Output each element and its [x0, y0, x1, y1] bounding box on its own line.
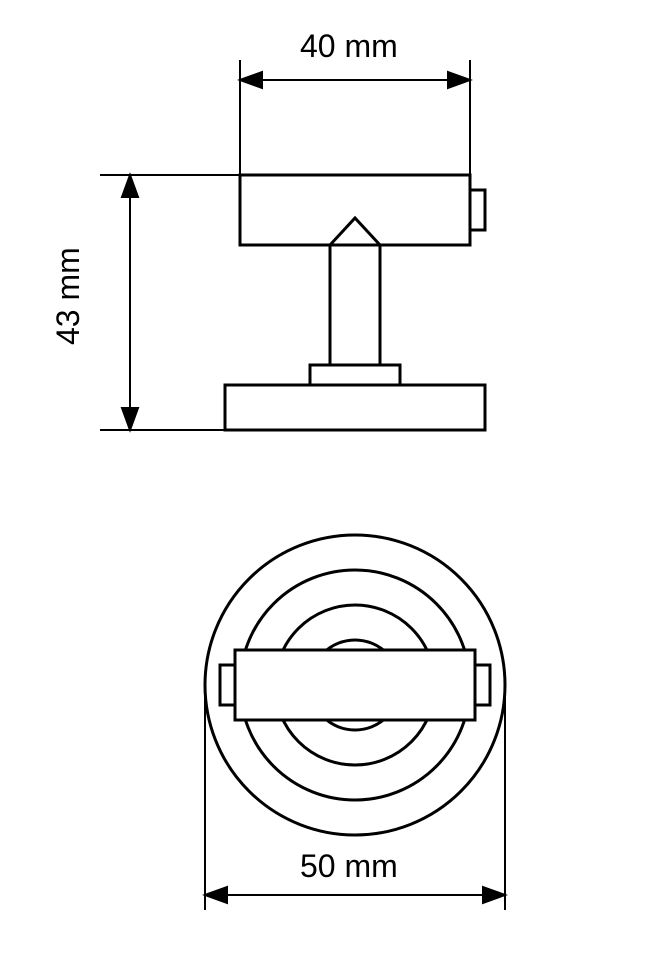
side-base: [225, 385, 485, 430]
top-left-tab: [220, 665, 235, 705]
dim-43-arrow-top: [122, 175, 138, 197]
dim-40-arrow-right: [448, 72, 470, 88]
dim-50-label: 50 mm: [300, 848, 398, 885]
side-collar: [310, 365, 400, 385]
side-top-bar: [240, 175, 470, 245]
side-peak: [330, 218, 380, 245]
dim-50-arrow-left: [205, 887, 227, 903]
technical-drawing: [0, 0, 671, 956]
top-bar: [235, 650, 475, 720]
dim-43-label: 43 mm: [50, 247, 87, 345]
dim-43-arrow-bot: [122, 408, 138, 430]
side-right-tab: [470, 190, 485, 230]
dim-40-label: 40 mm: [300, 28, 398, 65]
side-neck: [330, 245, 380, 365]
dim-40-arrow-left: [240, 72, 262, 88]
dim-50-arrow-right: [483, 887, 505, 903]
top-right-tab: [475, 665, 490, 705]
